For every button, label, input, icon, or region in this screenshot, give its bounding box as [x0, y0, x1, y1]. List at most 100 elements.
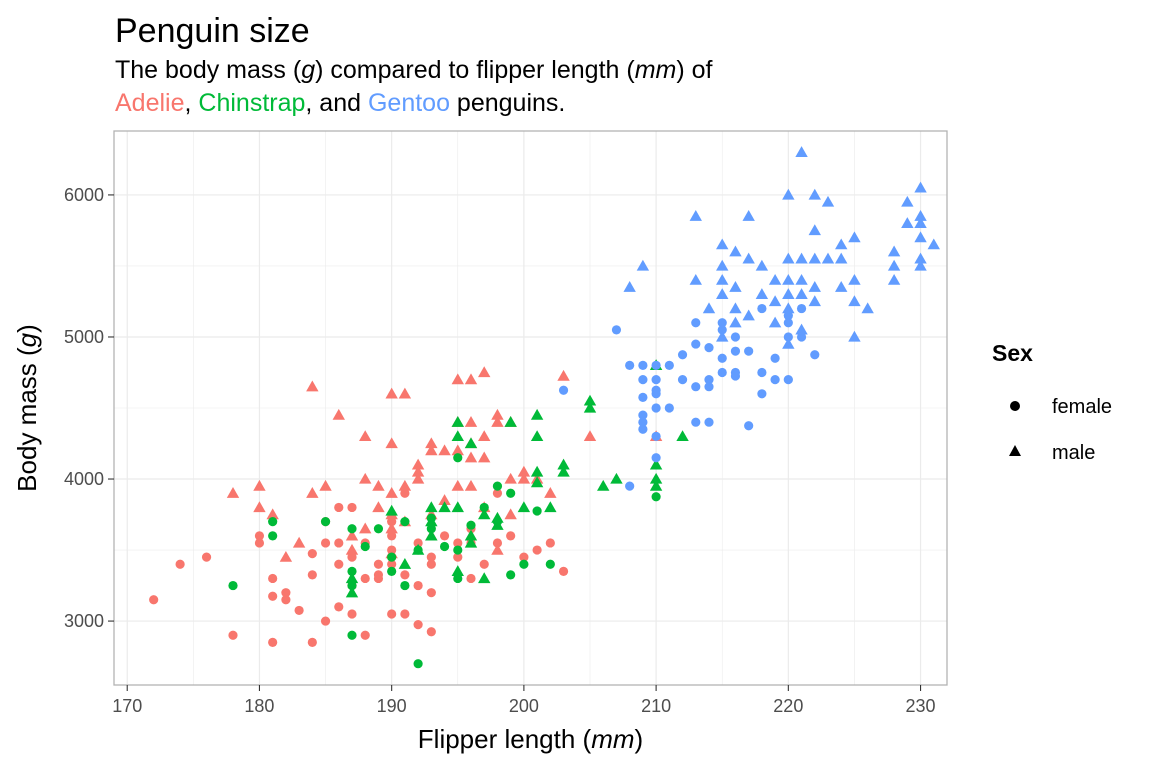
point-adelie-female — [387, 559, 397, 569]
chart-subtitle-line1: The body mass (g) compared to flipper le… — [115, 56, 713, 84]
point-chinstrap-male — [517, 501, 531, 513]
point-adelie-male — [385, 487, 398, 498]
point-adelie-male — [464, 373, 478, 385]
point-adelie-male — [411, 458, 425, 470]
point-adelie-male — [266, 508, 279, 520]
y-tick-label: 5000 — [64, 327, 104, 347]
point-chinstrap-male — [478, 572, 491, 584]
point-adelie-male — [451, 479, 464, 491]
point-gentoo-female — [770, 353, 780, 363]
grid-lines — [114, 131, 947, 685]
point-adelie-male — [425, 437, 438, 449]
point-gentoo-male — [887, 259, 901, 271]
point-adelie-female — [492, 488, 503, 498]
point-adelie-male — [385, 387, 398, 399]
point-gentoo-female — [783, 332, 793, 342]
point-adelie-male — [517, 472, 531, 484]
point-adelie-male — [438, 494, 451, 505]
point-adelie-female — [268, 591, 278, 601]
point-gentoo-male — [835, 238, 848, 250]
point-adelie-female — [400, 488, 410, 498]
point-adelie-male — [253, 501, 266, 513]
point-adelie-female — [413, 580, 423, 591]
point-gentoo-female — [810, 350, 820, 360]
point-chinstrap-male — [451, 501, 464, 513]
point-chinstrap-male — [345, 586, 359, 598]
point-adelie-female — [426, 627, 436, 637]
y-tick-label: 4000 — [64, 469, 104, 489]
point-chinstrap-male — [544, 501, 557, 513]
point-adelie-male — [372, 501, 385, 513]
point-adelie-female — [519, 552, 529, 562]
point-gentoo-female — [664, 403, 674, 413]
point-adelie-female — [426, 559, 436, 569]
point-chinstrap-female — [400, 580, 410, 591]
point-chinstrap-male — [597, 479, 610, 491]
point-adelie-female — [373, 573, 384, 584]
point-gentoo-male — [808, 281, 821, 292]
point-adelie-male — [491, 408, 504, 420]
point-gentoo-female — [651, 431, 661, 442]
point-gentoo-female — [691, 339, 701, 349]
point-gentoo-male — [689, 273, 702, 285]
point-adelie-female — [360, 573, 370, 584]
point-gentoo-female — [651, 374, 661, 385]
point-gentoo-male — [914, 231, 927, 243]
point-gentoo-female — [796, 332, 807, 342]
point-adelie-male — [279, 550, 293, 562]
point-adelie-female — [149, 595, 159, 605]
point-gentoo-female — [638, 424, 648, 434]
point-chinstrap-female — [400, 517, 410, 527]
x-axis-title: Flipper length (mm) — [418, 724, 643, 754]
point-gentoo-female — [691, 382, 701, 392]
point-adelie-female — [268, 573, 278, 584]
point-adelie-male — [253, 479, 266, 491]
point-gentoo-female — [677, 374, 688, 385]
point-chinstrap-female — [320, 517, 331, 527]
point-chinstrap-female — [651, 492, 661, 502]
point-chinstrap-male — [491, 518, 504, 530]
point-chinstrap-female — [466, 520, 476, 530]
point-adelie-male — [544, 487, 557, 498]
point-adelie-male — [411, 465, 425, 477]
point-chinstrap-female — [506, 488, 516, 498]
point-adelie-female — [175, 559, 185, 569]
point-gentoo-male — [795, 146, 808, 157]
point-chinstrap-male — [438, 501, 451, 513]
point-gentoo-male — [782, 288, 795, 300]
point-adelie-male — [372, 479, 385, 491]
point-chinstrap-female — [453, 453, 463, 463]
x-tick-label: 190 — [377, 696, 407, 716]
point-gentoo-female — [611, 325, 622, 335]
point-adelie-male — [345, 529, 359, 541]
point-gentoo-male — [821, 252, 835, 264]
point-chinstrap-male — [345, 572, 359, 584]
point-chinstrap-female — [479, 502, 489, 513]
point-chinstrap-male — [557, 465, 570, 477]
point-adelie-male — [491, 543, 504, 555]
point-adelie-female — [373, 559, 384, 569]
point-adelie-female — [254, 531, 265, 541]
point-adelie-male — [451, 373, 464, 385]
point-adelie-female — [506, 531, 516, 541]
point-chinstrap-male — [425, 501, 438, 513]
point-gentoo-female — [730, 346, 741, 356]
point-adelie-male — [398, 387, 412, 399]
point-gentoo-female — [757, 303, 767, 314]
point-gentoo-male — [768, 316, 782, 328]
chart-title: Penguin size — [115, 12, 310, 50]
point-adelie-female — [453, 538, 463, 548]
point-adelie-male — [306, 380, 319, 392]
point-adelie-male — [451, 444, 464, 456]
point-adelie-female — [228, 630, 238, 640]
legend-label-female: female — [1052, 396, 1112, 418]
point-adelie-male — [478, 366, 491, 378]
subtitle-adelie: Adelie — [115, 89, 185, 117]
point-gentoo-male — [702, 302, 716, 314]
point-chinstrap-female — [492, 481, 503, 491]
point-gentoo-female — [770, 374, 780, 385]
point-adelie-female — [413, 620, 423, 630]
point-gentoo-female — [638, 392, 648, 402]
subtitle-gentoo: Gentoo — [368, 89, 450, 117]
point-adelie-female — [360, 630, 370, 640]
